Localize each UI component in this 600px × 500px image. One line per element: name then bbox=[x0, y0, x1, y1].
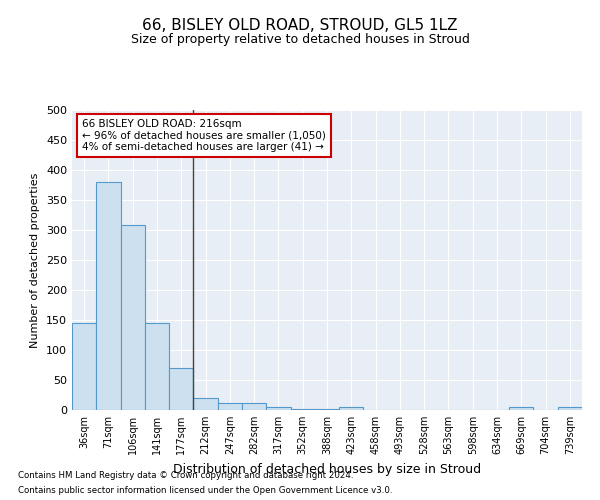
Bar bbox=[169, 368, 193, 410]
Bar bbox=[218, 403, 242, 410]
Bar bbox=[121, 225, 145, 410]
Bar bbox=[72, 323, 96, 410]
Text: Contains public sector information licensed under the Open Government Licence v3: Contains public sector information licen… bbox=[18, 486, 392, 495]
Bar bbox=[558, 407, 582, 410]
Bar bbox=[266, 407, 290, 410]
Text: Size of property relative to detached houses in Stroud: Size of property relative to detached ho… bbox=[131, 32, 469, 46]
Bar bbox=[96, 182, 121, 410]
Bar bbox=[193, 398, 218, 410]
Bar bbox=[315, 409, 339, 410]
Bar bbox=[290, 409, 315, 410]
Y-axis label: Number of detached properties: Number of detached properties bbox=[31, 172, 40, 348]
Bar bbox=[145, 323, 169, 410]
Bar bbox=[339, 407, 364, 410]
Bar bbox=[242, 403, 266, 410]
Text: 66 BISLEY OLD ROAD: 216sqm
← 96% of detached houses are smaller (1,050)
4% of se: 66 BISLEY OLD ROAD: 216sqm ← 96% of deta… bbox=[82, 119, 326, 152]
Text: Contains HM Land Registry data © Crown copyright and database right 2024.: Contains HM Land Registry data © Crown c… bbox=[18, 471, 353, 480]
Text: 66, BISLEY OLD ROAD, STROUD, GL5 1LZ: 66, BISLEY OLD ROAD, STROUD, GL5 1LZ bbox=[142, 18, 458, 32]
X-axis label: Distribution of detached houses by size in Stroud: Distribution of detached houses by size … bbox=[173, 462, 481, 475]
Bar bbox=[509, 407, 533, 410]
